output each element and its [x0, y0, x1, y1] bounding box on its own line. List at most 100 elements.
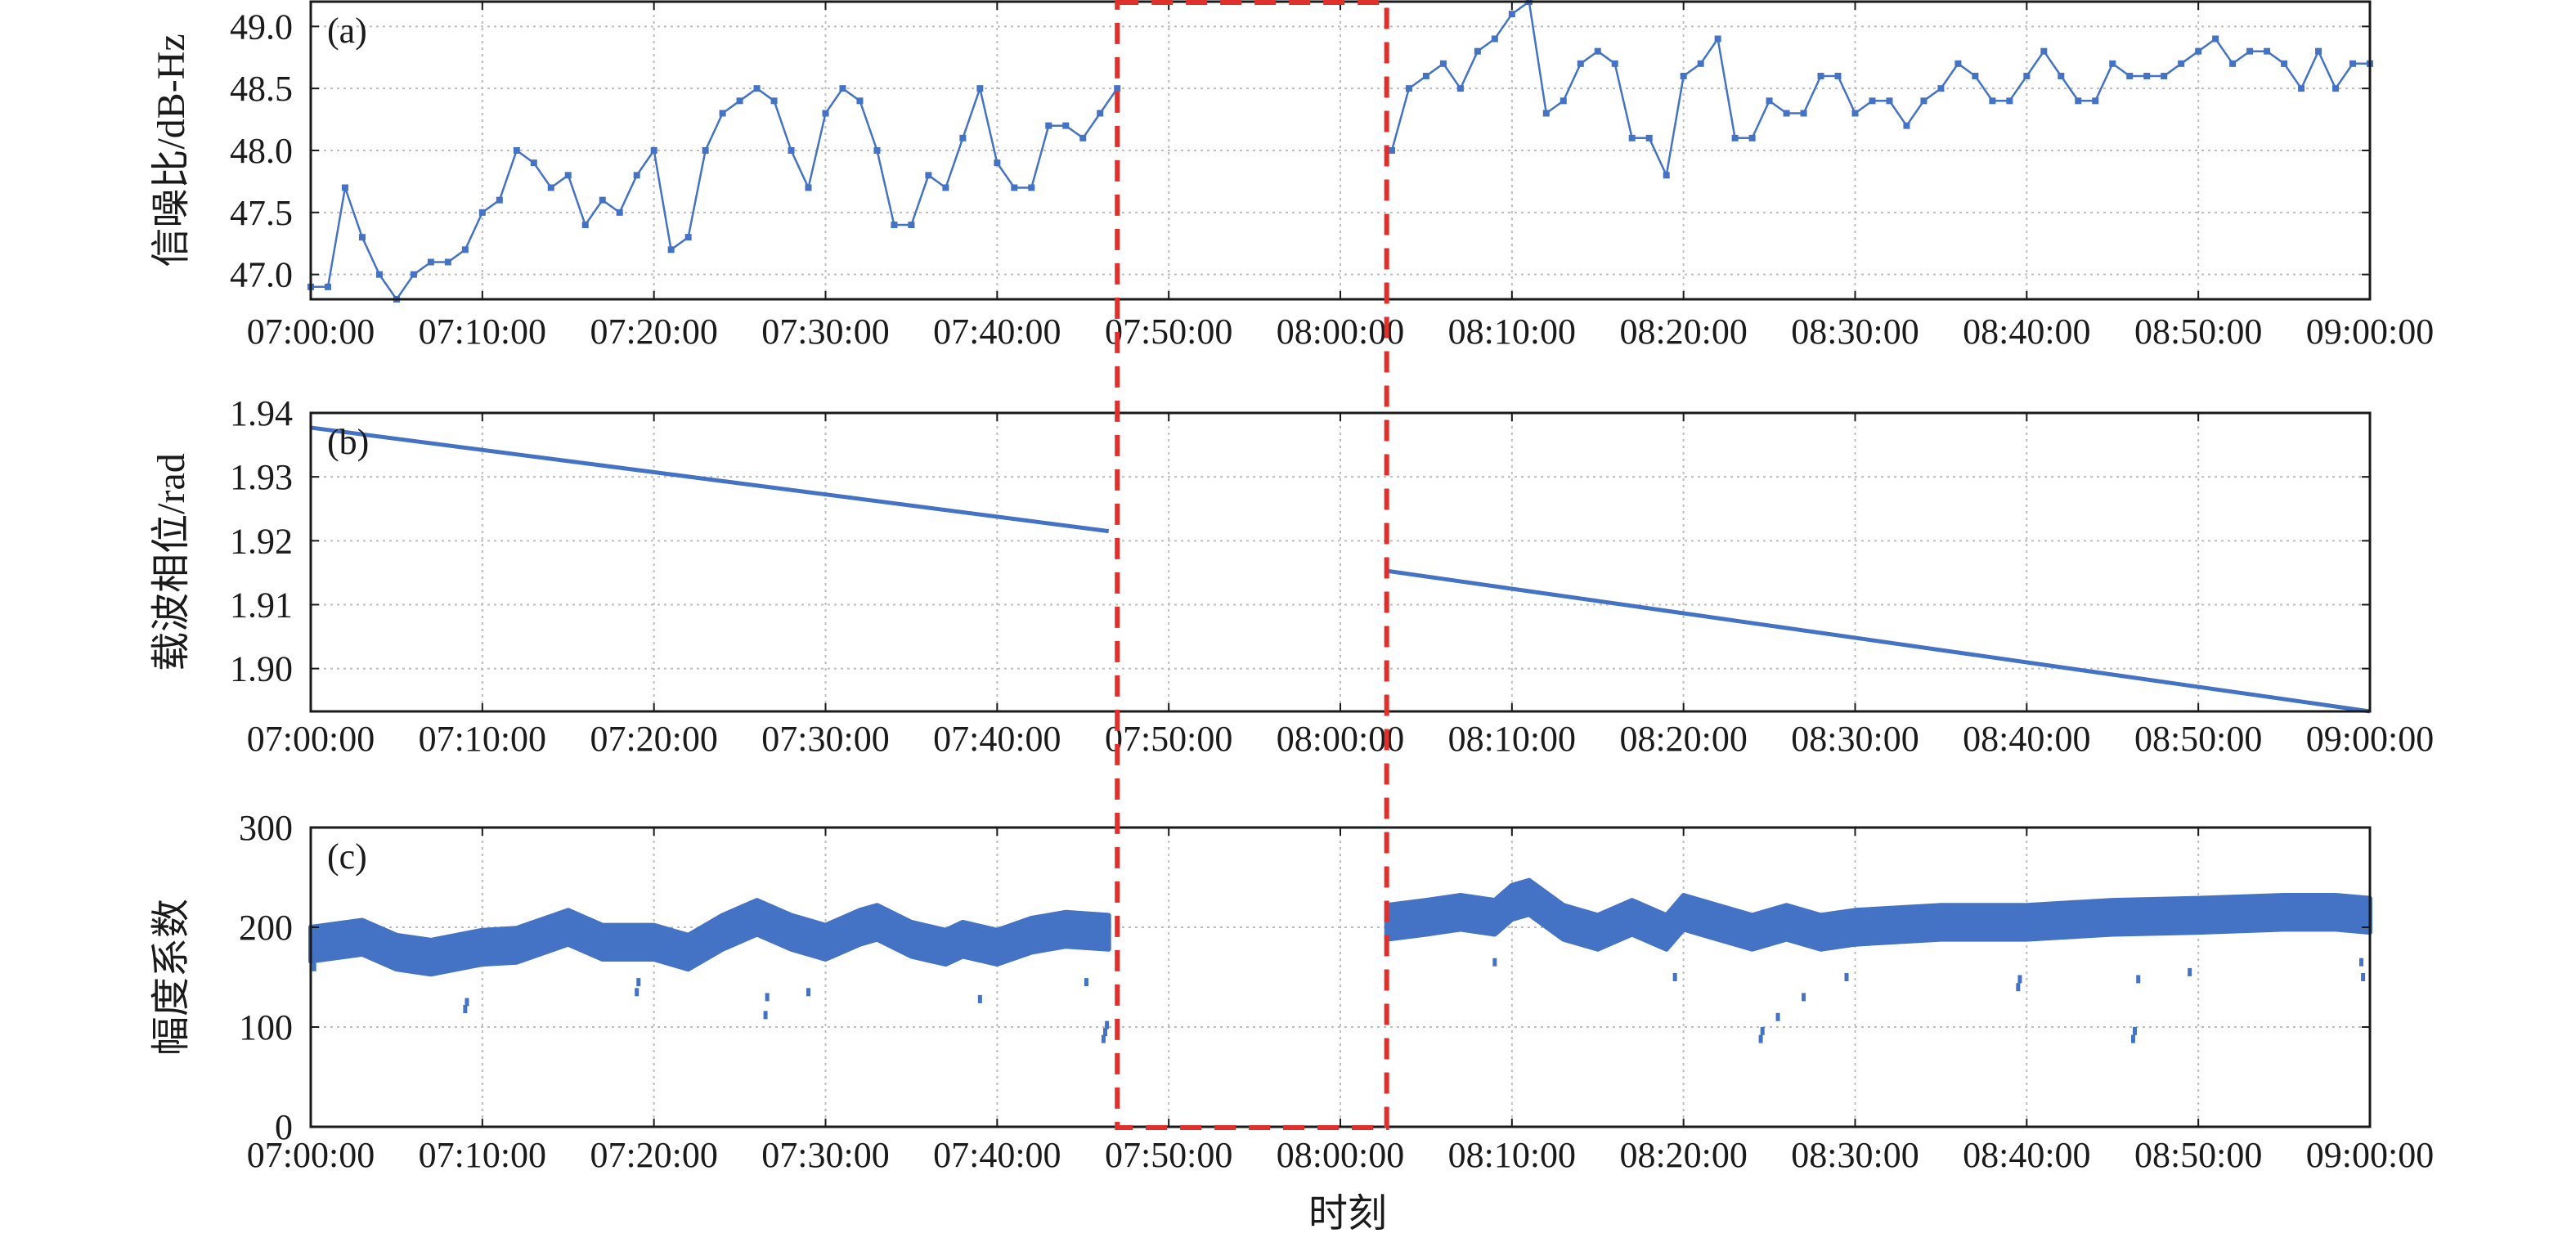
data-point — [2092, 97, 2099, 105]
outlier-point — [1084, 978, 1088, 987]
data-point — [753, 85, 761, 92]
y-tick-label: 0 — [275, 1107, 293, 1147]
data-point — [427, 258, 434, 266]
data-point — [564, 172, 572, 179]
x-tick-label: 07:40:00 — [933, 1135, 1061, 1175]
data-point — [2246, 47, 2254, 55]
data-point — [1577, 60, 1584, 67]
x-tick-label: 07:00:00 — [247, 1135, 375, 1175]
data-point — [667, 246, 675, 253]
y-tick-label: 48.0 — [230, 131, 293, 171]
x-tick-label: 07:30:00 — [761, 719, 889, 759]
data-point — [530, 159, 537, 167]
data-point — [1422, 73, 1429, 79]
x-tick-label: 08:50:00 — [2134, 312, 2262, 352]
series-line-2 — [1386, 568, 2371, 714]
highlight-overlay — [1115, 0, 1389, 1130]
data-point — [1388, 147, 1395, 154]
data-point — [1937, 85, 1945, 92]
data-point — [2315, 47, 2322, 55]
data-point — [1560, 97, 1567, 105]
data-point — [2212, 35, 2219, 43]
x-axis-title: 时刻 — [1308, 1192, 1387, 1236]
x-tick-label: 07:30:00 — [761, 312, 889, 352]
x-tick-label: 08:30:00 — [1791, 312, 1919, 352]
data-point — [805, 184, 812, 191]
data-point — [1903, 122, 1910, 129]
x-tick-label: 07:10:00 — [419, 312, 546, 352]
outlier-point — [806, 988, 811, 997]
data-point — [1834, 73, 1842, 79]
outlier-point — [1103, 1028, 1108, 1037]
data-point — [358, 234, 366, 241]
x-tick-label: 08:50:00 — [2134, 719, 2262, 759]
y-tick-label: 200 — [239, 908, 293, 948]
data-point — [839, 85, 846, 92]
outlier-point — [2136, 975, 2141, 984]
panel-label: (a) — [327, 11, 367, 51]
data-point — [1405, 85, 1412, 92]
outlier-point — [2359, 958, 2364, 967]
data-point — [1474, 47, 1481, 55]
x-tick-label: 07:50:00 — [1105, 1135, 1232, 1175]
x-tick-label: 08:00:00 — [1277, 1135, 1404, 1175]
x-tick-label: 09:00:00 — [2306, 719, 2434, 759]
amplitude-band-1 — [308, 898, 1111, 977]
x-tick-label: 07:30:00 — [761, 1135, 889, 1175]
y-tick-label: 1.92 — [230, 521, 293, 561]
data-point — [581, 222, 589, 228]
data-point — [856, 97, 864, 105]
x-tick-label: 09:00:00 — [2306, 1135, 2434, 1175]
data-point — [513, 147, 520, 154]
outlier-point — [635, 988, 640, 997]
data-point — [444, 258, 451, 266]
x-tick-label: 07:20:00 — [590, 719, 717, 759]
data-point — [496, 196, 503, 204]
data-point — [1645, 134, 1653, 141]
outlier-point — [636, 978, 641, 987]
data-point — [925, 172, 932, 179]
x-tick-label: 07:50:00 — [1105, 312, 1232, 352]
outlier-point — [2361, 973, 2366, 981]
amplitude-band-2 — [1384, 877, 2372, 952]
x-tick-label: 08:10:00 — [1448, 1135, 1576, 1175]
data-point — [1114, 85, 1121, 92]
data-point — [2075, 97, 2082, 105]
outlier-point — [977, 994, 982, 1003]
outlier-point — [1101, 1034, 1106, 1043]
y-axis-title: 载波相位/rad — [150, 453, 193, 671]
data-point — [1456, 85, 1464, 92]
data-point — [2178, 60, 2185, 67]
data-point — [2332, 85, 2340, 92]
data-point — [2161, 73, 2168, 79]
series-line-1 — [311, 84, 1119, 302]
data-point — [719, 110, 726, 117]
data-point — [1989, 97, 1996, 105]
outlier-point — [1775, 1012, 1780, 1021]
y-tick-label: 1.90 — [230, 649, 293, 689]
outlier-point — [2016, 983, 2021, 992]
y-tick-label: 1.91 — [230, 585, 293, 625]
data-point — [908, 222, 915, 228]
y-tick-label: 300 — [239, 808, 293, 848]
data-point — [1594, 47, 1601, 55]
data-point — [2143, 73, 2151, 79]
data-point — [547, 184, 554, 191]
data-point — [1628, 134, 1636, 141]
data-point — [1697, 60, 1704, 67]
data-point — [1886, 97, 1893, 105]
x-tick-label: 08:30:00 — [1791, 719, 1919, 759]
x-tick-label: 07:40:00 — [933, 312, 1061, 352]
panel-b-carrier-phase: 07:00:00 07:10:00 07:20:00 07:30:00 07:40:00… — [150, 393, 2434, 759]
data-point — [2264, 47, 2271, 55]
data-point — [2023, 73, 2031, 79]
y-tick-label: 1.94 — [230, 393, 293, 433]
outlier-point — [1760, 1026, 1765, 1035]
data-point — [633, 172, 640, 179]
data-point — [1028, 184, 1035, 191]
outlier-point — [765, 993, 770, 1002]
data-point — [341, 184, 348, 191]
data-point — [2109, 60, 2116, 67]
outlier-point — [1802, 993, 1806, 1002]
data-point — [770, 97, 778, 105]
